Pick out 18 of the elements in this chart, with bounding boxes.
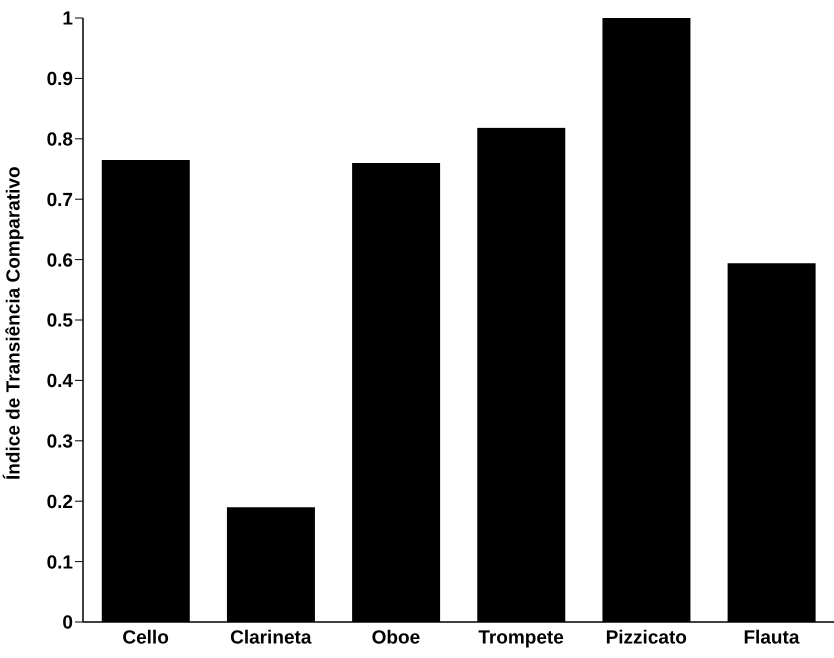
y-tick-label: 0.5	[46, 310, 74, 332]
x-tick-label: Clarineta	[230, 627, 312, 648]
x-tick-label: Cello	[122, 627, 169, 648]
y-tick-label: 0.6	[46, 250, 73, 272]
y-tick-label: 1	[62, 8, 74, 30]
y-tick-label: 0.7	[46, 190, 73, 211]
y-axis-title: Índice de Transiência Comparativo	[2, 166, 25, 480]
y-tick-label: 0.3	[46, 432, 73, 453]
y-tick-label: 0.9	[46, 69, 73, 90]
y-tick-label: 0.8	[46, 130, 73, 151]
y-tick-label: 0.2	[46, 492, 73, 513]
x-tick-label: Trompete	[478, 627, 564, 648]
y-tick-label: 0.1	[46, 552, 74, 574]
y-tick-label: 0.4	[46, 371, 74, 392]
y-tick-label: 0	[62, 612, 73, 634]
x-tick-label: Oboe	[372, 627, 420, 648]
x-tick-label: Flauta	[743, 627, 800, 648]
x-tick-label: Pizzicato	[606, 627, 687, 648]
